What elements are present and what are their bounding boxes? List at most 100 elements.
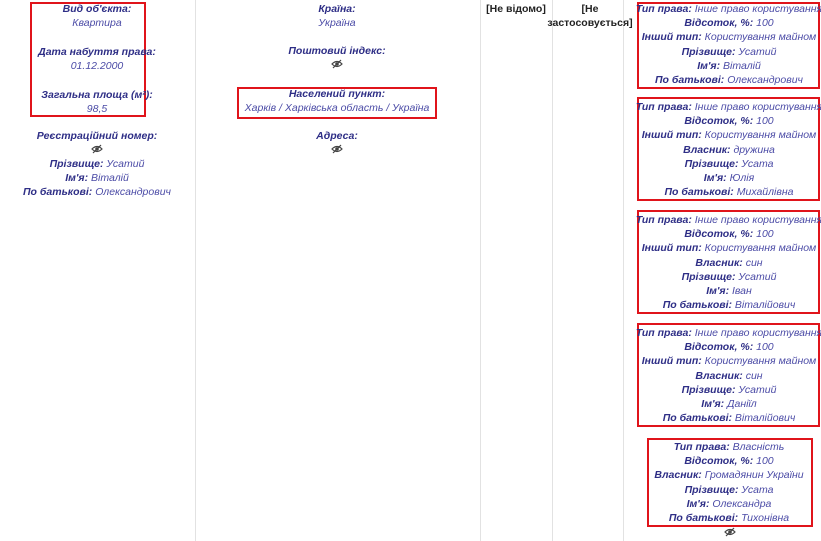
text-line: Відсоток, %: 100 (684, 455, 773, 468)
text-line: По батькові: Олександрович (23, 186, 171, 199)
field-value: 100 (756, 115, 774, 128)
text-line: Власник: син (695, 257, 762, 270)
field-label: По батькові: (23, 186, 93, 198)
text-line: По батькові: Віталійович (663, 412, 796, 425)
field-value: Усата (741, 483, 774, 496)
text-line: Відсоток, %: 100 (684, 17, 773, 30)
text-line: Країна: (318, 3, 355, 16)
field-label: Прізвище: (681, 383, 736, 396)
hidden-icon (331, 144, 343, 154)
text-line: Поштовий індекс: (288, 45, 385, 58)
field-value: Користування майном (704, 31, 817, 44)
text-line: Власник: син (695, 370, 762, 383)
field-value: син (745, 369, 763, 382)
text-line: Харків / Харківська область / Україна (245, 102, 430, 115)
field-value: Інше право користування (694, 101, 821, 113)
field-label: Відсоток, %: (684, 455, 754, 468)
highlight-box (30, 2, 146, 117)
field-value: Власність (732, 441, 785, 453)
status-text: [Не відомо] (486, 3, 546, 15)
highlight-box (637, 323, 820, 427)
field-label: Ім'я: (697, 59, 721, 72)
text-line: Інший тип: Користування майном (642, 355, 817, 368)
field-value: Олександрович (95, 186, 171, 198)
text-line: [Не (582, 3, 599, 16)
field-value: Віталій (723, 59, 761, 72)
column-divider (195, 0, 196, 541)
field-value: Користування майном (704, 242, 817, 255)
text-line: Власник: дружина (683, 144, 775, 157)
field-label: Вид об'єкта: (62, 3, 132, 15)
field-label: По батькові: (662, 299, 732, 312)
text-line: Прізвище: Усатий (682, 271, 777, 284)
text-line: По батькові: Тихонівна (669, 512, 789, 525)
field-label: Ім'я: (65, 172, 89, 184)
field-value: 01.12.2000 (70, 60, 124, 72)
field-value: Віталій (91, 172, 129, 184)
field-label: Власник: (683, 143, 731, 156)
field-value: Інше право користування (694, 327, 821, 339)
field-label: Населений пункт: (288, 88, 386, 100)
field-label: Тип права: (635, 327, 692, 339)
field-label: Відсоток, %: (684, 115, 754, 128)
field-label: Ім'я: (701, 398, 725, 410)
field-label: Інший тип: (641, 242, 702, 255)
column-divider (552, 0, 553, 541)
text-line: Ім'я: Віталій (65, 172, 129, 185)
field-label: Прізвище: (684, 157, 739, 170)
text-line: Ім'я: Юлія (704, 172, 754, 185)
field-label: Прізвище: (681, 270, 736, 283)
status-text: застосовується] (547, 17, 633, 29)
field-label: Відсоток, %: (684, 341, 754, 354)
field-label: Реєстраційний номер: (36, 130, 158, 142)
field-label: Тип права: (635, 214, 692, 226)
field-label: Власник: (695, 369, 743, 382)
hidden-icon (91, 144, 103, 154)
field-value: Олександра (712, 497, 772, 510)
field-value: Громадянин України (704, 469, 804, 482)
text-line: Відсоток, %: 100 (684, 341, 773, 354)
field-value: Олександрович (727, 74, 803, 86)
text-line: Загальна площа (м²): (41, 89, 152, 102)
text-line: Вид об'єкта: (63, 3, 132, 16)
text-line: Інший тип: Користування майном (642, 129, 817, 142)
field-label: По батькові: (655, 74, 725, 86)
field-value: Тихонівна (741, 512, 790, 524)
text-line: Відсоток, %: 100 (684, 228, 773, 241)
text-line: Тип права: Інше право користування (636, 214, 821, 227)
field-label: По батькові: (664, 186, 734, 199)
text-line: Ім'я: Віталій (697, 60, 761, 73)
status-text: [Не (581, 3, 599, 15)
field-value: Інше право користування (694, 214, 821, 226)
field-value: Юлія (729, 172, 755, 184)
field-label: Адреса: (316, 130, 358, 142)
text-line: По батькові: Михайлівна (665, 186, 794, 199)
field-value: Усатий (738, 383, 777, 396)
text-line: [Не відомо] (486, 3, 546, 16)
hidden-icon (331, 59, 343, 69)
text-line: Прізвище: Усата (685, 158, 774, 171)
field-label: Відсоток, %: (684, 17, 754, 30)
text-line: 98,5 (87, 103, 107, 116)
text-line: Адреса: (316, 130, 358, 143)
field-label: Ім'я: (686, 497, 710, 510)
field-label: Інший тип: (641, 31, 702, 44)
text-line: Тип права: Інше право користування (636, 327, 821, 340)
field-label: Загальна площа (м²): (41, 89, 153, 101)
field-value: 100 (756, 455, 774, 468)
field-label: Поштовий індекс: (288, 45, 386, 57)
field-value: Даніїл (727, 398, 757, 410)
text-line: По батькові: Олександрович (655, 74, 803, 87)
field-label: Відсоток, %: (684, 228, 754, 241)
text-line: застосовується] (547, 17, 632, 30)
text-line: Відсоток, %: 100 (684, 115, 773, 128)
field-value: син (745, 256, 763, 269)
column-divider (623, 0, 624, 541)
field-value: Віталійович (734, 299, 796, 312)
field-label: Інший тип: (641, 129, 702, 142)
text-line: Ім'я: Олександра (687, 498, 772, 511)
field-label: Країна: (318, 3, 356, 15)
text-line: Інший тип: Користування майном (642, 31, 817, 44)
highlight-box (637, 2, 820, 89)
